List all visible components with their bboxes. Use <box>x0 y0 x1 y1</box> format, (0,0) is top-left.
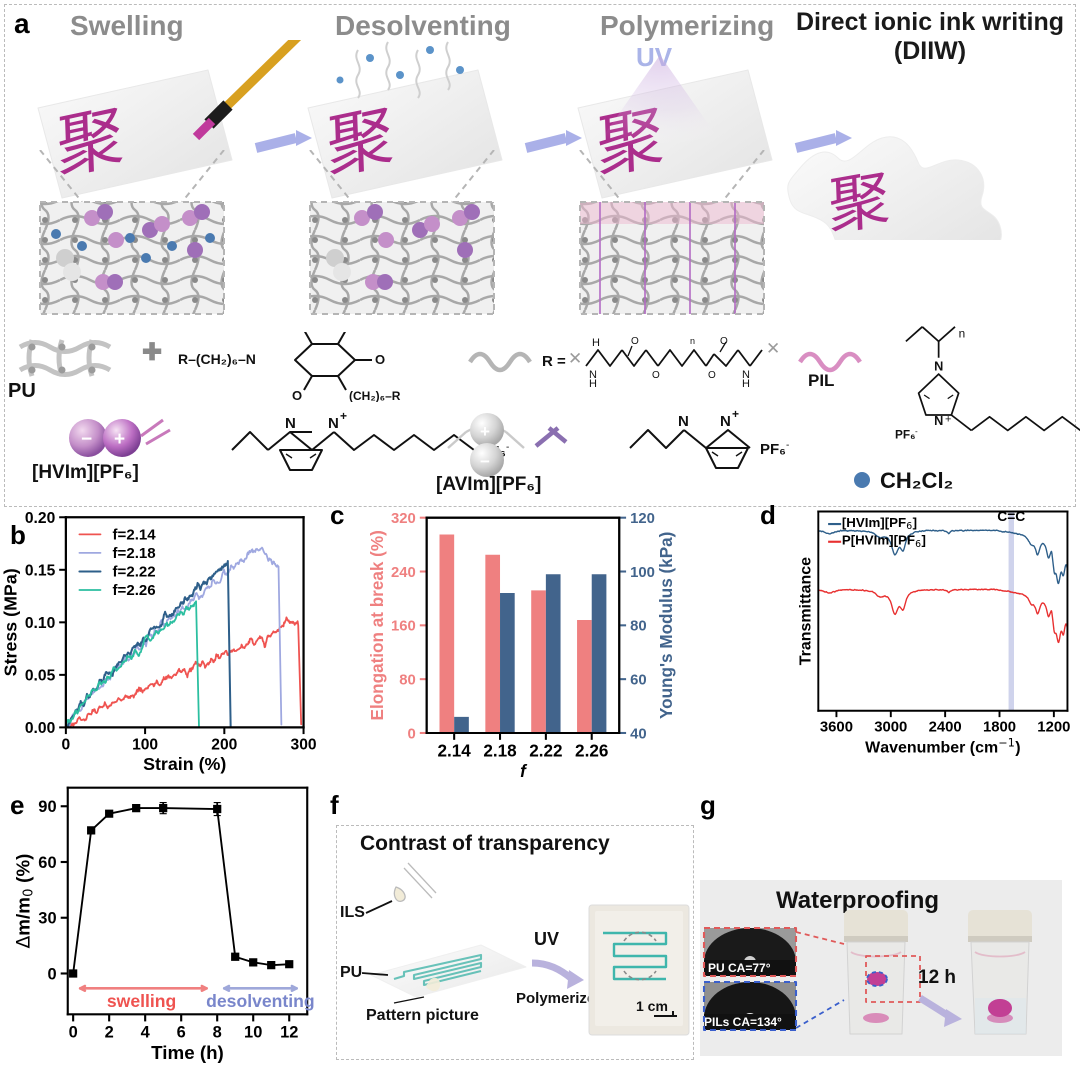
svg-text:n: n <box>690 336 695 346</box>
svg-text:[AVIm][PF₆]: [AVIm][PF₆] <box>436 474 541 495</box>
svg-text:80: 80 <box>630 619 647 635</box>
svg-text:1200: 1200 <box>1037 720 1070 736</box>
svg-text:O: O <box>708 370 716 381</box>
svg-text:f: f <box>520 761 528 781</box>
svg-text:320: 320 <box>391 511 416 527</box>
svg-text:1 cm: 1 cm <box>636 998 668 1014</box>
svg-text:N: N <box>720 413 731 430</box>
svg-text:PU: PU <box>340 964 362 981</box>
svg-text:✕: ✕ <box>766 339 780 358</box>
svg-text:200: 200 <box>211 736 237 753</box>
svg-text:0.15: 0.15 <box>25 562 56 579</box>
svg-text:0.10: 0.10 <box>25 615 56 632</box>
svg-text:100: 100 <box>630 565 655 581</box>
svg-text:12 h: 12 h <box>918 967 956 988</box>
svg-text:N: N <box>678 413 689 430</box>
svg-text:2: 2 <box>105 1023 114 1041</box>
svg-text:n: n <box>959 327 966 341</box>
svg-text:+: + <box>732 410 739 421</box>
svg-text:PIL: PIL <box>808 371 834 390</box>
svg-text:80: 80 <box>399 673 416 689</box>
svg-text:0: 0 <box>47 965 56 983</box>
svg-text:2.18: 2.18 <box>483 740 516 760</box>
svg-text:P [ H V: P [ H V I m ] [ P F ] 6 <box>842 530 931 550</box>
svg-text:Elongation at break (%): Elongation at break (%) <box>367 530 387 720</box>
svg-text:0.00: 0.00 <box>25 720 56 737</box>
svg-text:160: 160 <box>391 619 416 635</box>
svg-text:UV: UV <box>534 929 559 949</box>
svg-text:60: 60 <box>630 673 647 689</box>
svg-text:2.26: 2.26 <box>575 740 608 760</box>
svg-text:N: N <box>934 358 943 373</box>
svg-text:PU CA=77°: PU CA=77° <box>708 961 771 975</box>
svg-text:100: 100 <box>132 736 158 753</box>
svg-text:O: O <box>375 352 385 367</box>
svg-text:60: 60 <box>38 854 56 872</box>
svg-text:8: 8 <box>213 1023 222 1041</box>
svg-text:Time (h): Time (h) <box>151 1042 224 1063</box>
svg-text:f=2.22: f=2.22 <box>113 564 156 581</box>
svg-text:+: + <box>114 429 125 450</box>
svg-text:3000: 3000 <box>874 720 907 736</box>
svg-text:2.14: 2.14 <box>437 740 471 760</box>
svg-text:0.05: 0.05 <box>25 668 56 685</box>
svg-text:Δ m / m: Δ m / m ( % ) 0 <box>12 848 36 948</box>
svg-text:H: H <box>742 378 750 390</box>
svg-text:10: 10 <box>244 1023 262 1041</box>
svg-text:+: + <box>340 410 347 423</box>
svg-text:90: 90 <box>38 798 56 816</box>
svg-text:0: 0 <box>69 1023 78 1041</box>
svg-text:O: O <box>652 370 660 381</box>
svg-text:H: H <box>589 378 597 390</box>
svg-text:✕: ✕ <box>568 349 582 368</box>
svg-text:swelling: swelling <box>107 991 176 1011</box>
svg-text:+: + <box>480 422 490 441</box>
svg-text:(CH₂)₆–R: (CH₂)₆–R <box>349 389 401 402</box>
svg-text:0: 0 <box>62 736 71 753</box>
svg-text:12: 12 <box>280 1023 298 1041</box>
svg-text:O: O <box>631 336 639 347</box>
svg-text:O: O <box>292 388 302 402</box>
svg-text:300: 300 <box>291 736 317 753</box>
svg-text:desolventing: desolventing <box>206 991 315 1011</box>
svg-text:2.22: 2.22 <box>529 740 562 760</box>
svg-text:✚: ✚ <box>142 339 162 366</box>
svg-text:120: 120 <box>630 511 655 527</box>
svg-text:N: N <box>285 415 296 432</box>
svg-text:N: N <box>328 415 339 432</box>
svg-text:3600: 3600 <box>820 720 853 736</box>
svg-text:ILS: ILS <box>340 904 365 921</box>
svg-text:f=2.18: f=2.18 <box>113 545 156 562</box>
svg-text:0.20: 0.20 <box>25 510 56 527</box>
svg-text:−: − <box>480 452 490 471</box>
svg-text:Transmittance: Transmittance <box>798 557 815 665</box>
svg-text:6: 6 <box>177 1023 186 1041</box>
svg-text:PILs CA=134°: PILs CA=134° <box>704 1015 782 1029</box>
svg-text:Young's Modulus (kPa): Young's Modulus (kPa) <box>656 532 676 719</box>
svg-text:C=C: C=C <box>997 508 1025 524</box>
svg-text:R–(CH₂)₆–N: R–(CH₂)₆–N <box>178 351 256 367</box>
svg-text:240: 240 <box>391 565 416 581</box>
svg-text:−: − <box>81 429 92 450</box>
svg-text:4: 4 <box>141 1023 151 1041</box>
svg-text:-: - <box>506 442 509 453</box>
svg-text:2400: 2400 <box>929 720 962 736</box>
svg-text:PF₆: PF₆ <box>760 441 786 458</box>
svg-text:R =: R = <box>542 353 566 370</box>
svg-text:f=2.26: f=2.26 <box>113 582 156 599</box>
svg-text:PU: PU <box>8 380 36 402</box>
svg-text:0: 0 <box>408 726 416 742</box>
svg-text:Strain (%): Strain (%) <box>143 754 226 774</box>
svg-text:30: 30 <box>38 910 56 928</box>
svg-text:[HVIm][PF₆]: [HVIm][PF₆] <box>32 462 139 483</box>
svg-text:H: H <box>592 337 600 349</box>
svg-text:40: 40 <box>630 726 647 742</box>
svg-text:Pattern picture: Pattern picture <box>366 1007 479 1024</box>
svg-text:-: - <box>786 440 789 451</box>
svg-text:f=2.14: f=2.14 <box>113 527 157 544</box>
svg-text:Stress (MPa): Stress (MPa) <box>1 568 21 676</box>
